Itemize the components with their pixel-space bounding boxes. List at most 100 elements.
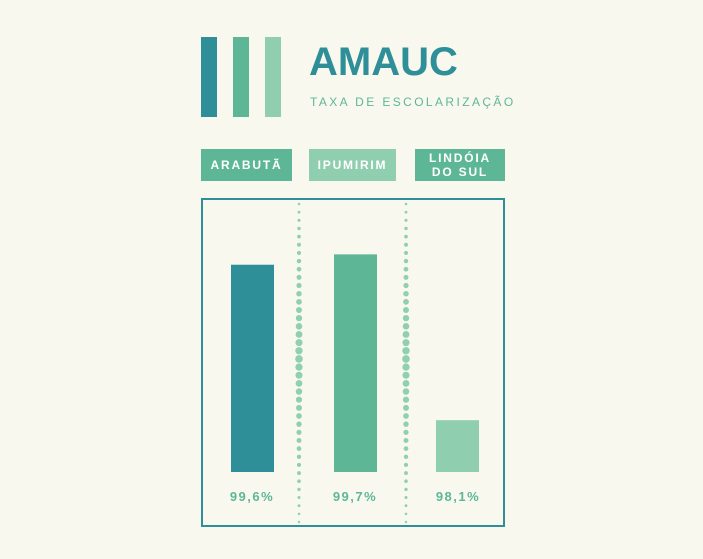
divider-dot <box>402 323 410 330</box>
divider-dot <box>297 504 301 508</box>
category-label-line: DO SUL <box>431 165 489 179</box>
category-label-line: LINDÓIA <box>429 151 491 165</box>
divider-dot <box>404 504 408 508</box>
value-label-ipumirim: 99,7% <box>332 489 378 504</box>
divider-dot <box>297 210 301 214</box>
divider-dot <box>403 266 409 272</box>
divider-dot <box>297 471 301 476</box>
divider-dot <box>296 282 302 289</box>
divider-dot <box>404 210 408 214</box>
divider-dot <box>403 429 409 435</box>
divider-dot <box>296 462 302 467</box>
divider-dot <box>402 339 410 347</box>
divider-dot <box>295 379 303 387</box>
divider-dot <box>404 487 408 492</box>
logo-bar-light <box>265 37 281 117</box>
dotted-divider <box>295 202 303 524</box>
category-label-lindoia-do-sul: LINDÓIA DO SUL <box>415 149 505 181</box>
divider-dot <box>297 487 301 492</box>
divider-dot <box>403 274 409 280</box>
category-label-arabuta: ARABUTÃ <box>201 149 292 181</box>
logo-bar-dark <box>201 37 217 117</box>
dotted-divider <box>402 202 410 524</box>
divider-dot <box>403 298 409 305</box>
divider-dot <box>403 282 409 289</box>
bar-lind-ia-do-sul <box>436 420 479 472</box>
bar-ipumirim <box>334 254 377 472</box>
divider-dot <box>295 388 303 395</box>
divider-dot <box>297 234 301 239</box>
divider-dot <box>296 454 302 459</box>
divider-dot <box>404 202 408 206</box>
divider-dot <box>295 396 303 403</box>
divider-dot <box>404 471 408 476</box>
divider-dot <box>297 202 301 206</box>
category-label-line: ARABUTÃ <box>210 158 283 172</box>
divider-dot <box>297 479 301 484</box>
divider-dot <box>297 512 301 516</box>
divider-dot <box>402 396 410 403</box>
divider-dot <box>404 496 408 500</box>
divider-dot <box>404 520 408 524</box>
bar-arabut- <box>231 264 274 472</box>
divider-dot <box>297 218 301 222</box>
divider-dot <box>402 363 410 371</box>
divider-dot <box>295 323 303 330</box>
divider-dot <box>295 315 303 322</box>
divider-dot <box>404 479 408 484</box>
page-subtitle: TAXA DE ESCOLARIZAÇÃO <box>310 95 516 109</box>
logo-bar-medium <box>233 37 249 117</box>
divider-dot <box>404 234 408 239</box>
divider-dot <box>296 429 302 435</box>
divider-dot <box>296 250 302 256</box>
divider-dot <box>295 331 303 338</box>
divider-dot <box>403 462 409 467</box>
divider-dot <box>403 250 409 256</box>
category-label-line: IPUMIRIM <box>317 158 388 172</box>
divider-dot <box>404 512 408 516</box>
divider-dot <box>296 290 302 297</box>
divider-dot <box>296 446 302 451</box>
divider-dot <box>402 379 410 387</box>
divider-dot <box>403 413 409 419</box>
divider-dot <box>296 266 302 272</box>
divider-dot <box>402 306 410 314</box>
divider-dot <box>403 454 409 459</box>
divider-dot <box>297 520 301 524</box>
divider-dot <box>296 421 302 427</box>
divider-dot <box>295 347 303 355</box>
divider-dot <box>296 404 302 411</box>
value-label-lindoia-do-sul: 98,1% <box>435 489 481 504</box>
divider-dot <box>402 331 410 338</box>
divider-dot <box>402 347 410 355</box>
divider-dot <box>402 315 410 322</box>
page-title: AMAUC <box>309 40 458 84</box>
divider-dot <box>402 388 410 395</box>
divider-dot <box>295 306 303 314</box>
divider-dot <box>297 226 301 231</box>
divider-dot <box>404 226 408 231</box>
divider-dot <box>296 274 302 280</box>
divider-dot <box>297 496 301 500</box>
divider-dot <box>295 363 303 371</box>
bar-chart <box>231 202 479 524</box>
divider-dot <box>402 355 410 363</box>
divider-dot <box>295 355 303 363</box>
divider-dot <box>403 438 409 443</box>
divider-dot <box>404 218 408 222</box>
divider-dot <box>295 339 303 347</box>
value-label-arabuta: 99,6% <box>229 489 275 504</box>
divider-dot <box>297 242 301 247</box>
divider-dot <box>404 242 408 247</box>
divider-dot <box>296 258 302 264</box>
divider-dot <box>296 413 302 419</box>
divider-dot <box>296 438 302 443</box>
divider-dot <box>403 421 409 427</box>
divider-dot <box>295 371 303 379</box>
divider-dot <box>403 290 409 297</box>
divider-dot <box>403 404 409 411</box>
category-label-ipumirim: IPUMIRIM <box>309 149 396 181</box>
chart-frame <box>201 198 505 527</box>
divider-dot <box>402 371 410 379</box>
divider-dot <box>403 446 409 451</box>
